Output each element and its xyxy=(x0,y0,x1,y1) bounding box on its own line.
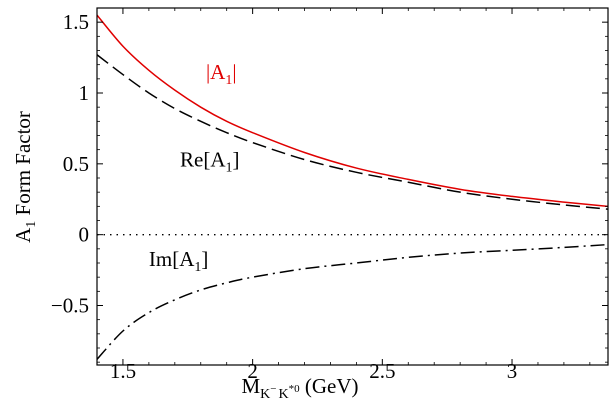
y-tick-label: 0 xyxy=(79,223,90,247)
im-a1-curve xyxy=(97,243,608,360)
x-tick-label: 3 xyxy=(507,359,518,383)
curve-labels: |A1| Re[A1] Im[A1] xyxy=(149,60,240,275)
re-a1-label: Re[A1] xyxy=(180,148,240,176)
plot-frame xyxy=(96,7,609,366)
y-tick-label: 1.5 xyxy=(63,10,89,34)
x-tick-label: 2 xyxy=(247,359,258,383)
abs-a1-label: |A1| xyxy=(206,60,237,88)
x-axis-title: MK− K*0 (GeV) xyxy=(241,374,358,400)
y-tick-label: 0.5 xyxy=(63,152,89,176)
x-tick-label: 2.5 xyxy=(369,359,395,383)
abs-a1-curve xyxy=(97,14,608,208)
re-a1-curve xyxy=(97,54,608,210)
im-a1-label: Im[A1] xyxy=(149,247,209,275)
plot-area xyxy=(97,14,608,360)
y-tick-label: −0.5 xyxy=(51,294,89,318)
y-axis-title: A1 Form Factor xyxy=(11,111,39,243)
axis-ticks: 1.5 2 2.5 3 1.5 1 0.5 0 −0.5 xyxy=(51,7,608,383)
y-tick-label: 1 xyxy=(79,81,90,105)
x-tick-label: 1.5 xyxy=(110,359,136,383)
